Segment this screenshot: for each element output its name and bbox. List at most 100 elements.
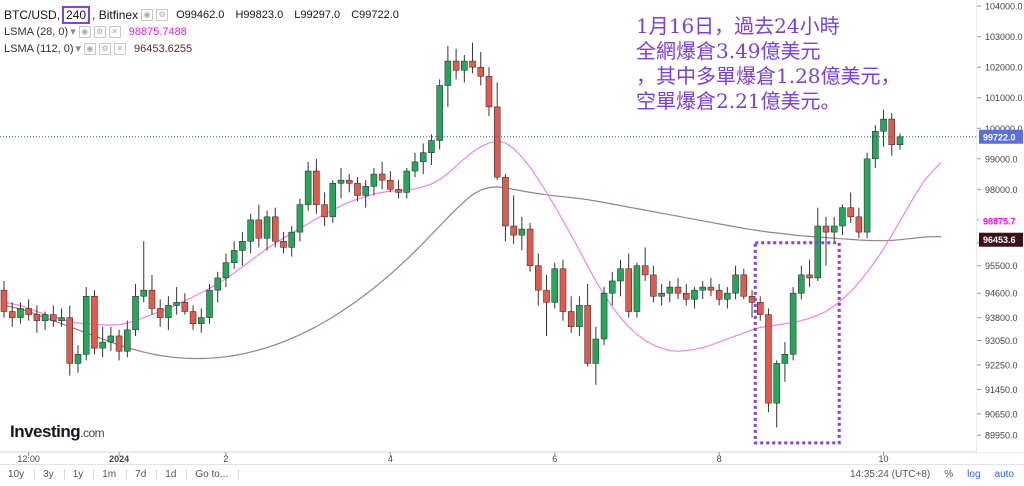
candle-body xyxy=(847,207,854,218)
close-icon[interactable]: ✕ xyxy=(108,25,121,38)
candle xyxy=(789,287,797,361)
clock-readout: 14:35:24 (UTC+8) xyxy=(849,469,931,480)
candle-body xyxy=(518,228,526,236)
candle-body xyxy=(411,161,419,172)
candle xyxy=(41,311,49,330)
annotation-line-1: 1月16日，過去24小時 xyxy=(636,14,840,38)
candle-body xyxy=(567,311,575,328)
auto-toggle[interactable]: auto xyxy=(994,469,1014,480)
low-value: 99297.0 xyxy=(300,9,341,21)
open-label: O xyxy=(176,9,185,21)
candle xyxy=(806,259,813,288)
candle xyxy=(198,308,205,333)
close-icon[interactable]: ✕ xyxy=(114,42,127,55)
candle-body xyxy=(33,314,41,321)
candle-body xyxy=(263,216,271,239)
candle xyxy=(699,280,706,300)
range-button[interactable]: 1y xyxy=(73,469,95,480)
price-tick-label: 93050.0 xyxy=(985,336,1018,346)
percent-toggle[interactable]: % xyxy=(944,469,954,480)
candle xyxy=(230,241,238,269)
settings-icon[interactable]: ⚙ xyxy=(99,42,112,55)
range-button[interactable]: 10y xyxy=(8,469,36,480)
price-axis[interactable]: 104000.0 103000.0 102000.0 101000.0 100000.0… xyxy=(977,0,1024,452)
candle xyxy=(17,302,24,324)
candle xyxy=(715,284,723,306)
candle xyxy=(683,284,690,306)
price-tick-label: 95500.0 xyxy=(985,261,1018,271)
range-button[interactable]: 1d xyxy=(165,469,188,480)
candle xyxy=(896,133,904,150)
time-tick-label: 6 xyxy=(552,454,557,464)
price-tick-label: 101000.0 xyxy=(985,93,1023,103)
candle xyxy=(280,232,287,254)
candle-body xyxy=(345,179,353,184)
candle-body xyxy=(600,292,608,340)
candle-body xyxy=(830,225,838,233)
candle-body xyxy=(773,363,780,404)
chevron-down-icon[interactable]: ▾ xyxy=(70,26,76,38)
candle xyxy=(830,216,838,242)
candle xyxy=(724,287,731,309)
candle-body xyxy=(74,354,82,364)
log-toggle[interactable]: log xyxy=(967,469,981,480)
candle xyxy=(872,125,879,168)
ma-fast-label[interactable]: LSMA (28, 0) xyxy=(4,25,69,38)
range-button[interactable]: 3y xyxy=(43,469,65,480)
settings-icon[interactable]: ⚙ xyxy=(93,25,106,38)
candle xyxy=(272,207,279,248)
candle xyxy=(576,296,583,336)
candle-body xyxy=(58,317,65,321)
candle xyxy=(296,198,304,242)
eye-icon[interactable]: ◉ xyxy=(141,9,154,21)
eye-icon[interactable]: ◉ xyxy=(84,42,97,55)
symbol-label[interactable]: BTC/USD, xyxy=(4,8,61,22)
timeframe-label[interactable]: 240 xyxy=(62,6,91,24)
eye-icon[interactable]: ◉ xyxy=(78,25,91,38)
time-tick-label: 4 xyxy=(388,454,393,464)
bottom-right-controls: 14:35:24 (UTC+8) % log auto xyxy=(850,469,1014,480)
candle xyxy=(156,299,164,327)
price-tick-label: 92250.0 xyxy=(985,360,1018,370)
bottom-toolbar: 10y 3y 1y 1m 7d 1d Go to... 14:35:24 (UTC+8) %… xyxy=(0,464,1024,486)
candle-body xyxy=(304,170,312,205)
settings-icon[interactable]: ⚙ xyxy=(156,9,169,21)
candle xyxy=(0,280,8,318)
candle-body xyxy=(337,179,345,184)
candles xyxy=(0,42,904,428)
time-axis[interactable]: 12:002024246810121416 xyxy=(17,452,1024,464)
range-button[interactable]: 7d xyxy=(135,469,158,480)
chevron-down-icon[interactable]: ▾ xyxy=(75,43,82,55)
candle-body xyxy=(25,308,32,315)
ma-slow-label[interactable]: LSMA (112, 0) xyxy=(4,42,74,55)
ma-slow-row: LSMA (112, 0) ▾ ◉ ⚙ ✕ 96453.6255 xyxy=(4,42,192,55)
candle xyxy=(502,174,509,242)
candle-body xyxy=(584,305,591,364)
candle xyxy=(461,54,468,83)
candle xyxy=(107,326,115,352)
candle-body xyxy=(732,274,739,294)
candle-body xyxy=(798,274,805,294)
candle-body xyxy=(666,286,674,294)
price-tick-label: 89950.0 xyxy=(985,431,1018,441)
candle-body xyxy=(115,335,123,352)
range-button[interactable]: 1m xyxy=(102,469,128,480)
exchange-label[interactable]: Bitfinex xyxy=(98,8,139,22)
candle xyxy=(765,308,772,413)
candle-body xyxy=(181,302,189,312)
candle-body xyxy=(502,176,509,227)
candle-body xyxy=(156,308,164,318)
candle-body xyxy=(683,292,690,300)
candle-body xyxy=(781,354,789,364)
candle xyxy=(485,67,493,117)
candle-body xyxy=(247,219,254,242)
candle-body xyxy=(288,231,295,248)
candle xyxy=(362,180,369,208)
ma-slow-tag: 96453.6 xyxy=(983,235,1016,245)
range-button[interactable]: Go to... xyxy=(195,469,240,480)
candle xyxy=(321,192,328,226)
candle-body xyxy=(198,317,205,324)
candle xyxy=(666,280,674,303)
annotation-line-2: 全網爆倉3.49億美元 xyxy=(636,39,821,63)
